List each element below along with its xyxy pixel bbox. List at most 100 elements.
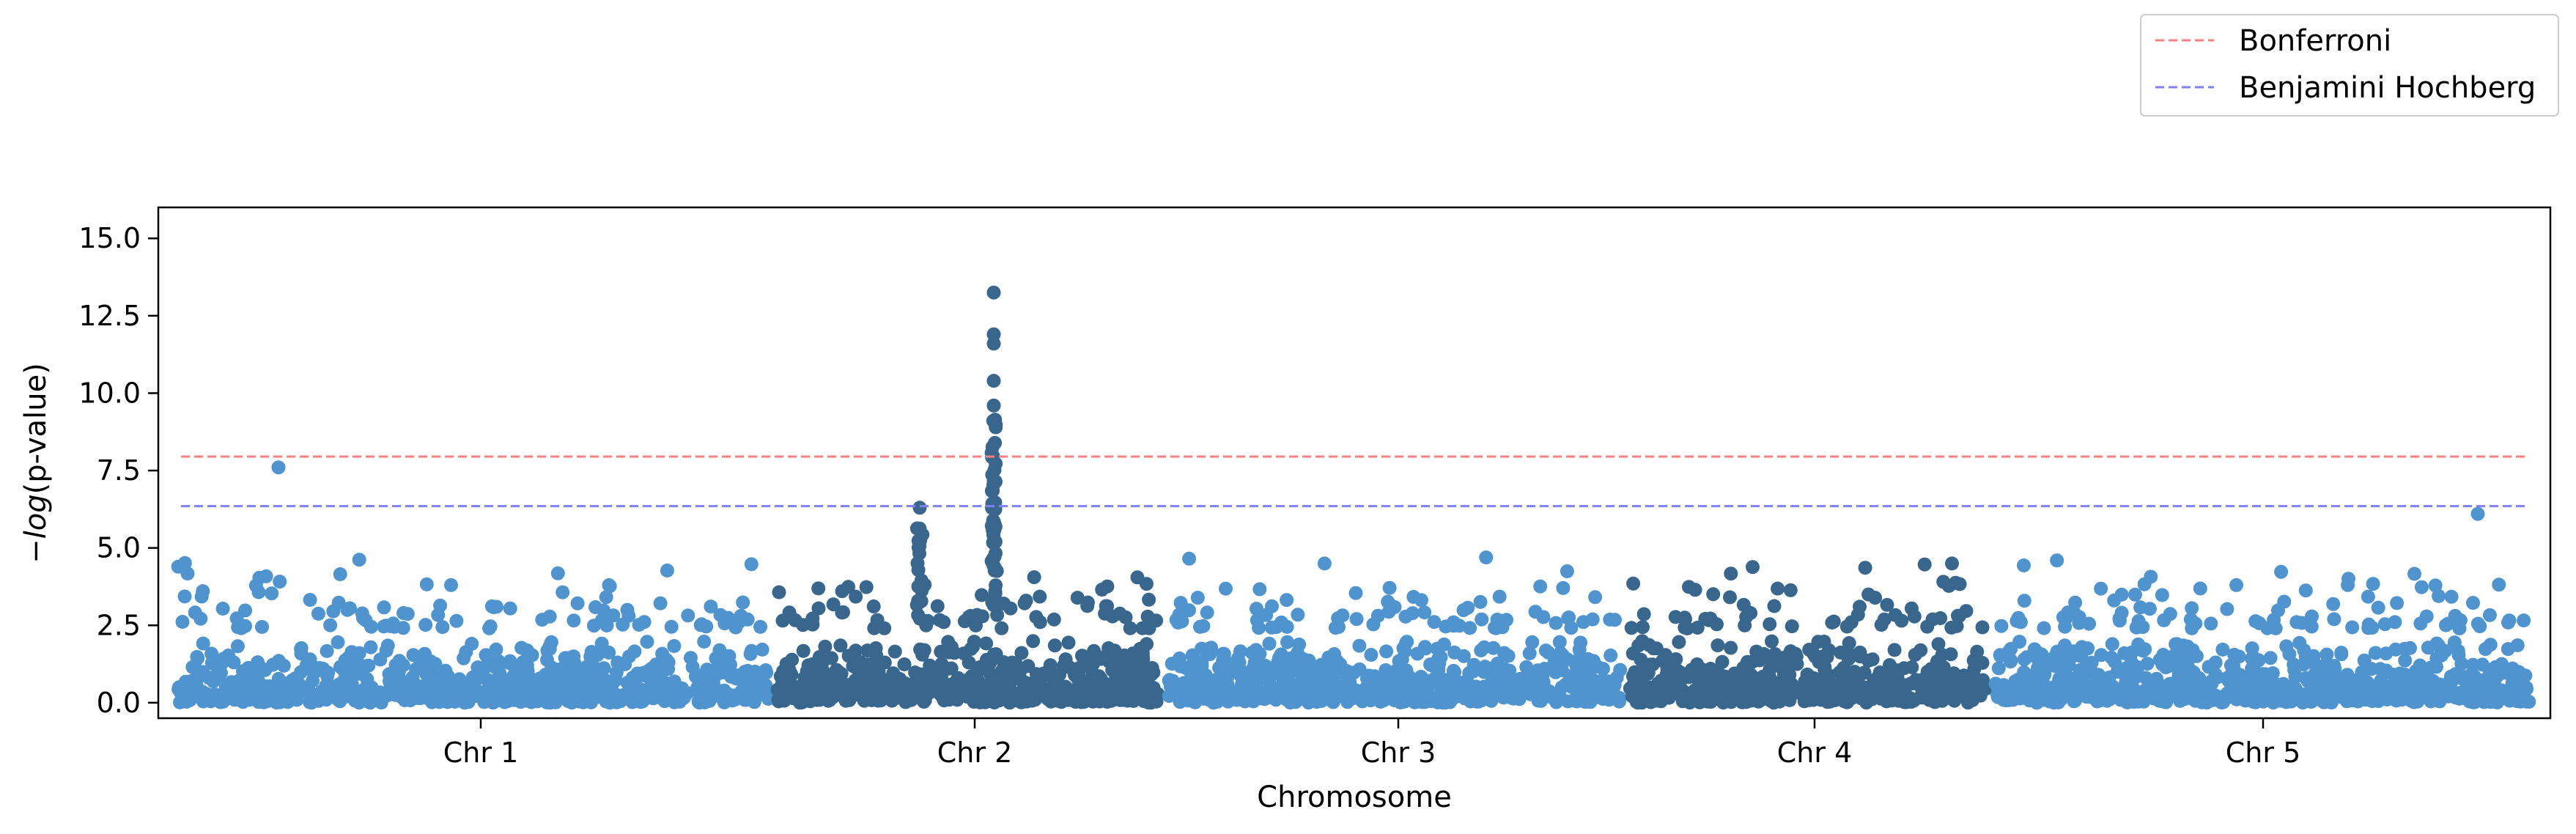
chr-2-point xyxy=(999,656,1014,671)
chr-4-point xyxy=(1724,567,1738,581)
chr-5-point xyxy=(2117,685,2132,700)
chr-3-point xyxy=(1340,664,1354,679)
chr-3-point xyxy=(1195,641,1209,656)
chr-3-point xyxy=(1496,646,1511,660)
chr-1-point xyxy=(664,619,679,634)
chr-5-point xyxy=(2237,691,2252,706)
chr-5-point xyxy=(2368,646,2383,660)
chr-3-point xyxy=(1552,635,1567,649)
chr-4-point xyxy=(1785,619,1799,634)
chr-1-point xyxy=(364,619,378,634)
chr-3-point xyxy=(1349,612,1364,627)
chr-5-point xyxy=(2185,668,2199,682)
chr-2-point xyxy=(917,643,931,657)
chr-2-point xyxy=(932,613,947,627)
chr-3-point xyxy=(1443,687,1458,701)
chr-1-point xyxy=(320,643,334,658)
chr-1-point xyxy=(503,601,517,616)
chr-2-point xyxy=(1121,686,1136,701)
chr-1-point xyxy=(314,690,328,705)
chr-2-point xyxy=(798,693,813,707)
chr-5-point xyxy=(2271,603,2285,618)
chr-5-point xyxy=(2066,683,2081,698)
chr-5-point xyxy=(2428,578,2443,593)
chr-1-point xyxy=(191,682,206,696)
chr-1-point xyxy=(640,635,654,649)
chr-1-point xyxy=(435,620,450,635)
chr-1-point xyxy=(527,686,542,701)
chr-2-point xyxy=(772,585,786,599)
chr-5-point xyxy=(2439,618,2453,632)
chr-3-point xyxy=(1406,590,1421,604)
chr-1-point xyxy=(637,615,652,630)
chr-4-point xyxy=(1792,684,1806,698)
chr-5-point xyxy=(1993,649,2008,663)
chr-1-point xyxy=(485,674,500,688)
chr-1-point xyxy=(431,608,446,622)
chr-5-point xyxy=(2068,595,2083,610)
chr-5-point xyxy=(2431,693,2446,708)
chr-2-point xyxy=(1142,592,1156,607)
chr-4-point xyxy=(1682,580,1696,594)
chr-2-point xyxy=(1070,591,1085,605)
chr-4-point xyxy=(1975,620,1990,635)
chr-1-point xyxy=(373,652,388,667)
chr-2-point xyxy=(841,678,856,693)
chr-4-point xyxy=(1826,678,1841,693)
chr-1-point xyxy=(427,678,441,693)
chr-1-point xyxy=(255,620,269,634)
chr-3-point xyxy=(1265,599,1279,613)
chr-2-peak-point xyxy=(986,513,1000,528)
chr-1-point xyxy=(550,566,565,580)
chr-4-point xyxy=(1853,599,1867,614)
chr-1-point xyxy=(620,676,635,690)
chr-2-point xyxy=(1109,671,1123,686)
chr-2-point xyxy=(934,657,949,671)
chr-5-point xyxy=(2054,692,2068,706)
chr-5-point xyxy=(2374,674,2388,688)
chr-5-point xyxy=(2289,615,2304,630)
chr-5-point xyxy=(2391,679,2405,694)
chr-1-point xyxy=(590,648,605,663)
chr-2-point xyxy=(1132,674,1147,689)
chr-5-point xyxy=(2108,654,2122,669)
chr-1-point xyxy=(364,680,379,695)
chr-3-point xyxy=(1492,589,1507,604)
chr-4-point xyxy=(1802,643,1817,657)
chr-5-point xyxy=(2078,660,2093,674)
chr-1-point xyxy=(657,694,672,709)
chr-3-point xyxy=(1193,619,1207,634)
chr-1-point xyxy=(570,596,585,610)
chr-2-point xyxy=(859,580,874,594)
chr-5-point xyxy=(2144,569,2158,584)
chr-3-point xyxy=(1366,617,1381,632)
y-axis-label: −log(p-value) xyxy=(19,363,53,564)
chr-4-point xyxy=(1756,669,1771,684)
x-tick-label-chr-3: Chr 3 xyxy=(1361,737,1436,769)
chr-1-point xyxy=(616,617,630,632)
chr-2-point xyxy=(945,640,959,654)
chr-5-point xyxy=(2305,609,2319,624)
chr-1-point xyxy=(729,669,744,684)
chr-5-point xyxy=(2114,605,2129,620)
chr-3-point xyxy=(1190,591,1205,605)
chr-1-point xyxy=(651,665,665,680)
chr-5-point xyxy=(2485,676,2500,691)
chr-1-point xyxy=(540,643,555,658)
chr-1-point xyxy=(609,665,624,680)
chr-4-point xyxy=(1667,674,1681,689)
chr-4-point xyxy=(1656,654,1669,668)
chr-3-point xyxy=(1525,635,1540,649)
chr-4-point xyxy=(1894,613,1909,628)
chr-3-point xyxy=(1374,670,1389,684)
chr-5-point xyxy=(2277,687,2292,702)
chr-1-point xyxy=(204,646,219,661)
chr-1-point xyxy=(660,652,673,667)
chr-3-point xyxy=(1549,695,1564,709)
chr-2-point xyxy=(1135,621,1150,635)
chr-3-point xyxy=(1255,664,1270,679)
chr-4-point xyxy=(1834,645,1848,660)
chr-3-point xyxy=(1327,647,1342,661)
chr-1-point xyxy=(681,608,695,623)
chr-3-point xyxy=(1436,674,1450,689)
